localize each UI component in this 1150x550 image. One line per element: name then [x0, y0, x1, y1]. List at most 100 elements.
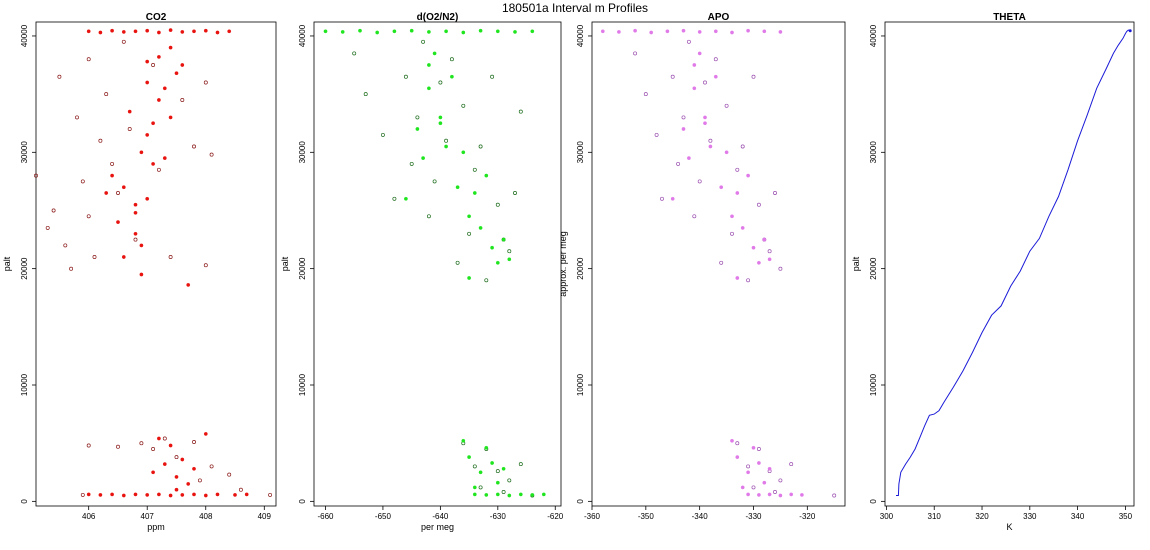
chart-0-series-0-point-17	[133, 237, 138, 242]
chart-2-series-1-point-12	[740, 226, 745, 230]
chart-3-xtick-label-320: 320	[975, 512, 989, 521]
chart-2-series-0-point-8	[692, 214, 697, 219]
chart-1-series-1-point-0	[404, 196, 408, 201]
chart-2-series-0-point-20	[756, 202, 761, 207]
chart-1-series-0-point-1	[363, 92, 368, 97]
chart-2-series-2-point-13	[757, 493, 761, 497]
chart-2-title: APO	[708, 12, 730, 23]
chart-3-xtick-label-300: 300	[880, 512, 894, 521]
chart-2-series-1-point-8	[719, 185, 724, 190]
chart-1-series-2-point-8	[461, 30, 466, 35]
chart-2-series-0-point-31	[751, 485, 756, 490]
chart-1-series-0-point-12	[449, 57, 454, 62]
chart-1-series-0-point-23	[513, 191, 517, 195]
chart-2-series-1-point-3	[692, 86, 697, 91]
chart-1-series-0-point-10	[438, 80, 443, 85]
chart-1-series-1-point-2	[421, 156, 425, 160]
chart-1-series-0-point-24	[518, 109, 523, 114]
chart-0-series-0-point-24	[209, 152, 214, 157]
chart-2-series-1-point-22	[735, 455, 740, 459]
chart-0-series-0-point-33	[227, 472, 232, 477]
chart-1-xlabel: per meg	[421, 522, 454, 532]
chart-1-series-0-point-11	[444, 138, 449, 143]
chart-0-series-0-point-0	[34, 173, 38, 178]
chart-1-series-0-point-8	[426, 214, 431, 219]
chart-1-series-2-point-14	[484, 493, 489, 497]
chart-1-ytick-label-0: 0	[298, 499, 307, 504]
chart-0-series-1-point-32	[186, 482, 191, 486]
chart-1-ytick-label-20000: 20000	[298, 257, 307, 280]
chart-1-series-0-point-15	[467, 231, 472, 236]
chart-2-panel: APO -360 -350 -340 -330 -320 0 10000 20000 30000 4…	[558, 12, 846, 521]
chart-0-series-1-point-22	[180, 63, 185, 67]
chart-0-series-0-point-34	[238, 487, 243, 492]
chart-2-series-0-point-22	[767, 249, 772, 254]
chart-0-series-1-point-7	[133, 231, 138, 236]
chart-1-series-1-point-21	[461, 438, 466, 443]
chart-2-series-1-point-21	[730, 438, 734, 443]
chart-2-series-0-point-24	[778, 266, 783, 271]
chart-2-series-1-point-18	[735, 276, 740, 280]
chart-2-series-2-point-15	[778, 493, 783, 498]
chart-3-ylabel: palt	[851, 256, 861, 271]
chart-0-ylabel: palt	[2, 256, 12, 271]
chart-2-series-2-point-2	[633, 28, 637, 33]
chart-0-series-1-point-15	[157, 55, 161, 59]
chart-0-series-0-point-27	[116, 444, 120, 449]
chart-0-series-1-point-24	[133, 210, 138, 215]
chart-2-series-1-point-24	[751, 445, 756, 450]
chart-1-ytick-label-10000: 10000	[298, 373, 307, 396]
chart-1-series-0-point-17	[478, 144, 483, 149]
chart-0-ytick-label-10000: 10000	[20, 373, 29, 396]
chart-2-series-0-point-17	[740, 144, 745, 149]
chart-3-ytick-label-10000: 10000	[869, 373, 878, 396]
chart-0-series-0-point-3	[57, 74, 62, 79]
chart-3-series-0-line	[896, 29, 1131, 496]
chart-1-series-2-point-9	[478, 28, 483, 33]
chart-1-series-2-point-1	[340, 30, 345, 34]
chart-1-series-1-point-22	[467, 455, 471, 459]
chart-0-series-1-point-9	[139, 272, 144, 277]
chart-1-series-0-point-19	[490, 74, 495, 79]
chart-0-series-1-point-5	[127, 109, 132, 114]
chart-0-series-0-point-30	[162, 436, 167, 441]
chart-1-series-0-point-9	[432, 179, 437, 184]
chart-0-series-0-point-13	[110, 161, 115, 166]
chart-1-series-1-point-18	[467, 276, 471, 280]
chart-1-xtick-label-630: -630	[490, 512, 507, 521]
chart-1-xtick-label-650: -650	[375, 512, 392, 521]
chart-2-series-0-point-33	[832, 493, 837, 498]
chart-2-series-0-point-26	[746, 464, 751, 469]
chart-0-series-1-point-20	[168, 115, 173, 120]
chart-3-xtick-label-340: 340	[1071, 512, 1085, 521]
chart-0-series-0-point-36	[80, 492, 85, 497]
chart-1-series-0-point-20	[495, 202, 500, 207]
chart-2-series-1-point-10	[730, 214, 734, 219]
chart-0-series-2-point-6	[157, 30, 161, 35]
chart-1-title: d(O2/N2)	[417, 12, 459, 23]
chart-1-ytick-label-40000: 40000	[298, 24, 307, 47]
chart-1-series-0-point-14	[461, 103, 466, 108]
chart-0-series-2-point-22	[192, 492, 196, 497]
chart-0-series-1-point-16	[157, 98, 161, 102]
chart-1-series-2-point-15	[495, 492, 500, 497]
chart-0-series-0-point-6	[75, 115, 79, 120]
chart-0-series-0-point-26	[86, 443, 91, 448]
chart-2-ytick-label-0: 0	[576, 499, 585, 504]
chart-1-series-2-point-0	[323, 29, 328, 34]
chart-1-series-2-point-11	[513, 30, 517, 34]
chart-2-series-1-point-9	[724, 150, 729, 155]
chart-1-series-0-point-22	[507, 249, 512, 254]
chart-1-series-0-point-6	[415, 115, 420, 120]
chart-3-series-0-endpoint	[1128, 29, 1132, 33]
chart-2-series-1-point-11	[735, 191, 740, 195]
chart-0-series-2-point-11	[215, 30, 220, 35]
chart-1-series-1-point-13	[484, 173, 489, 178]
chart-0-series-2-point-12	[227, 29, 232, 34]
chart-2-series-0-point-7	[686, 39, 691, 44]
chart-1-series-1-point-9	[461, 150, 466, 155]
chart-1-series-2-point-3	[375, 30, 380, 35]
chart-2-series-1-point-17	[767, 257, 772, 262]
chart-0-series-0-point-21	[180, 98, 185, 102]
